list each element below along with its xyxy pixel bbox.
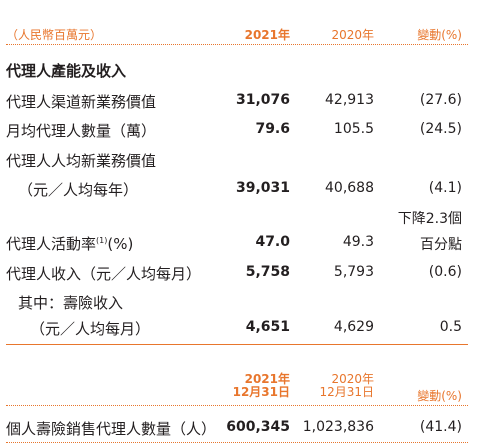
- table2-header-2021-year: 2021年: [244, 372, 290, 386]
- column-header-2020: 2020年: [331, 28, 374, 42]
- row-label-agent-income: 代理人收入（元／人均每月）: [6, 265, 202, 283]
- footnote-marker: (1): [96, 236, 108, 245]
- row-value-2020: 40,688: [325, 180, 374, 196]
- row-value-2021: 5,758: [245, 264, 290, 280]
- row-change-line2: 百分點: [420, 237, 462, 253]
- table2-header-divider: [6, 405, 468, 406]
- table-bottom-rule: [6, 344, 468, 345]
- row-label-agent-nbv: 代理人渠道新業務價值: [6, 93, 157, 111]
- row-value-2020: 105.5: [333, 121, 374, 137]
- row-value-2021: 39,031: [235, 180, 290, 196]
- row-value-2021: 600,345: [226, 419, 290, 435]
- row-value-2020: 4,629: [333, 319, 374, 335]
- row-value-change: (41.4): [419, 419, 462, 435]
- row-label-monthly-agents: 月均代理人數量（萬）: [6, 122, 157, 140]
- row-value-change: (24.5): [419, 121, 462, 137]
- table2-header-change: 變動(%): [417, 389, 462, 403]
- unit-label: （人民幣百萬元）: [6, 28, 103, 42]
- row-value-2020: 42,913: [325, 92, 374, 108]
- row-value-change: 0.5: [439, 319, 462, 335]
- row-label-per-agent-nbv-unit: （元／人均每年）: [18, 181, 139, 199]
- row-value-change: (4.1): [428, 180, 462, 196]
- activity-rate-label-unit: (%): [107, 235, 134, 253]
- section-title: 代理人產能及收入: [6, 62, 127, 80]
- row-label-per-agent-nbv: 代理人人均新業務價值: [6, 152, 157, 170]
- row-value-2021: 31,076: [235, 92, 290, 108]
- row-value-2020: 49.3: [342, 234, 374, 250]
- table2-header-2020-year: 2020年: [331, 372, 374, 386]
- row-label-activity-rate: 代理人活動率(1)(%): [6, 233, 133, 254]
- column-header-change: 變動(%): [417, 28, 462, 42]
- row-value-change: (0.6): [428, 264, 462, 280]
- row-change-line1: 下降2.3個: [397, 211, 462, 227]
- row-label-life-income: 其中：壽險收入: [18, 294, 124, 312]
- table2-bottom-rule: [6, 442, 468, 443]
- row-value-2020: 5,793: [333, 264, 374, 280]
- row-value-change: (27.6): [419, 92, 462, 108]
- table2-header-2020-date: 12月31日: [319, 385, 374, 399]
- table2-header-2021-date: 12月31日: [232, 385, 290, 399]
- column-header-2021: 2021年: [244, 28, 290, 42]
- row-label-life-agents-count: 個人壽險銷售代理人數量（人）: [6, 420, 217, 438]
- row-value-2021: 47.0: [255, 234, 290, 250]
- table2-header-2021: 2021年 12月31日: [233, 373, 290, 399]
- row-value-2020: 1,023,836: [302, 419, 374, 435]
- header-divider: [6, 44, 468, 45]
- row-value-2021: 4,651: [245, 319, 290, 335]
- table2-header-2020: 2020年 12月31日: [319, 373, 374, 399]
- activity-rate-label-text: 代理人活動率: [6, 235, 97, 253]
- row-value-2021: 79.6: [255, 121, 290, 137]
- row-label-life-income-unit: （元／人均每月）: [30, 320, 151, 338]
